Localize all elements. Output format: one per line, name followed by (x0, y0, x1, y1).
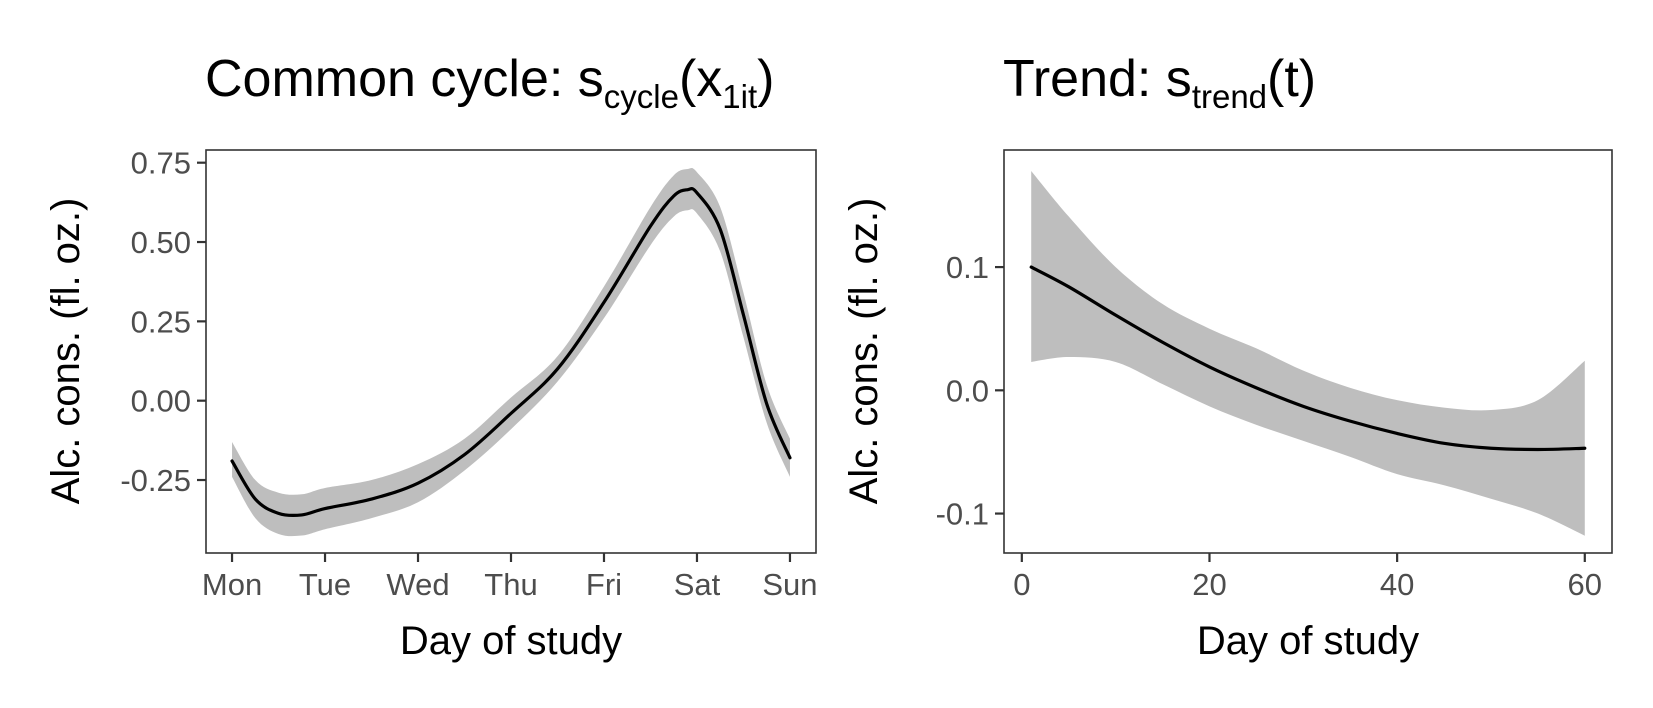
cycle-y-axis: -0.25 0.00 0.25 0.50 0.75 (120, 146, 206, 498)
trend-title-paren-open: (t (1267, 50, 1299, 108)
trend-x-tick-label: 20 (1192, 567, 1226, 602)
cycle-y-tick-label: 0.50 (131, 225, 191, 260)
cycle-title-arg-sub: 1it (722, 78, 757, 115)
cycle-panel: Common cycle: scycle(x1it) Mon Tue Wed Thu F… (44, 50, 818, 663)
trend-y-tick-label: 0.0 (946, 373, 989, 408)
cycle-title-sub: cycle (604, 78, 679, 115)
cycle-y-axis-label: Alc. cons. (fl. oz.) (44, 198, 88, 505)
cycle-y-tick-label: 0.25 (131, 304, 191, 339)
cycle-x-tick-label: Tue (299, 567, 351, 602)
cycle-panel-border (205, 149, 817, 554)
trend-title-prefix: Trend: s (1003, 50, 1192, 108)
cycle-y-tick-label: 0.75 (131, 146, 191, 181)
cycle-x-tick-label: Mon (202, 567, 262, 602)
cycle-x-axis-label: Day of study (400, 619, 622, 663)
cycle-y-tick-label: 0.00 (131, 384, 191, 419)
trend-y-axis-label: Alc. cons. (fl. oz.) (842, 198, 886, 505)
cycle-confidence-band (232, 168, 790, 537)
trend-x-tick-label: 60 (1568, 567, 1602, 602)
cycle-title-prefix: Common cycle: s (205, 50, 604, 108)
trend-plot-area (1029, 170, 1587, 536)
trend-panel-border (1003, 149, 1613, 554)
trend-title-paren-close: ) (1299, 50, 1316, 108)
trend-x-tick-label: 0 (1013, 567, 1030, 602)
cycle-x-tick-label: Sat (674, 567, 721, 602)
trend-fitted-line (1029, 265, 1587, 452)
trend-x-axis: 0 20 40 60 (1013, 553, 1602, 602)
trend-title-sub: trend (1192, 78, 1267, 115)
cycle-x-tick-label: Wed (386, 567, 449, 602)
cycle-title-paren-close: ) (757, 50, 774, 108)
trend-y-tick-label: -0.1 (936, 497, 989, 532)
trend-x-tick-label: 40 (1380, 567, 1414, 602)
cycle-x-tick-label: Fri (586, 567, 622, 602)
cycle-title-paren-open: (x (679, 50, 722, 108)
cycle-plot-area (230, 168, 792, 537)
trend-y-axis: -0.1 0.0 0.1 (936, 250, 1004, 532)
trend-title: Trend: strend(t) (1003, 50, 1316, 115)
trend-panel: Trend: strend(t) 0 20 40 60 -0.1 0.0 0.1 Day … (842, 50, 1613, 663)
cycle-x-tick-label: Sun (762, 567, 817, 602)
cycle-x-axis: Mon Tue Wed Thu Fri Sat Sun (202, 553, 818, 602)
cycle-y-tick-label: -0.25 (120, 463, 191, 498)
cycle-fitted-line (230, 186, 792, 518)
trend-x-axis-label: Day of study (1197, 619, 1419, 663)
cycle-x-tick-label: Thu (484, 567, 537, 602)
cycle-title: Common cycle: scycle(x1it) (205, 50, 774, 115)
trend-y-tick-label: 0.1 (946, 250, 989, 285)
trend-confidence-band (1031, 170, 1585, 536)
